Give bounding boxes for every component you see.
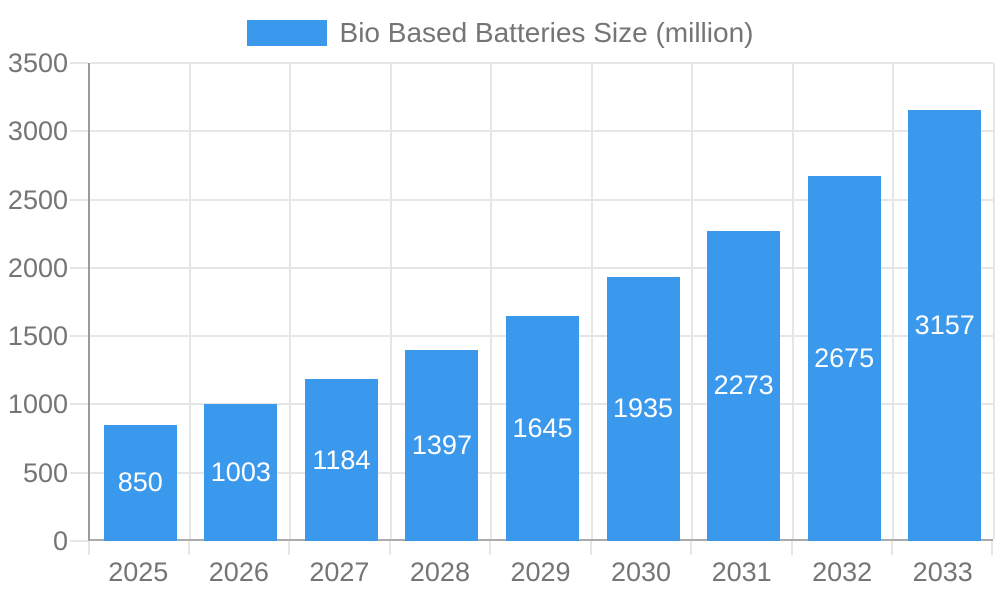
- bar-value-label: 2273: [713, 370, 774, 401]
- x-axis-tick-label: 2030: [611, 557, 672, 587]
- y-axis-tick-label: 3500: [7, 48, 68, 78]
- x-axis-tick-label: 2025: [108, 557, 169, 587]
- bar-2025[interactable]: 850: [103, 424, 177, 541]
- x-axis-tick: [88, 541, 90, 555]
- legend-swatch: [246, 20, 327, 46]
- y-axis-tick: [70, 198, 88, 201]
- gridline-horizontal: [90, 266, 993, 269]
- y-axis-tick: [70, 335, 88, 338]
- x-axis-tick-label: 2026: [208, 557, 269, 587]
- y-axis-tick-label: 500: [22, 457, 68, 488]
- bar-2026[interactable]: 1003: [204, 404, 278, 541]
- bar-2028[interactable]: 1397: [405, 350, 479, 541]
- gridline-vertical: [691, 63, 694, 539]
- x-axis-tick: [790, 541, 793, 555]
- y-axis-tick: [70, 62, 88, 64]
- bar-2030[interactable]: 1935: [606, 276, 680, 541]
- x-axis-tick: [489, 541, 492, 555]
- gridline-vertical: [993, 63, 995, 539]
- x-axis-tick-label: 2031: [711, 557, 772, 587]
- gridline-vertical: [590, 63, 593, 539]
- y-axis-tick-label: 0: [52, 526, 68, 556]
- legend[interactable]: Bio Based Batteries Size (million): [0, 17, 1000, 49]
- x-axis-tick-label: 2027: [309, 557, 370, 587]
- y-axis-tick: [70, 471, 88, 474]
- gridline-vertical: [289, 63, 292, 539]
- bar-value-label: 2675: [814, 342, 875, 373]
- bar-value-label: 3157: [914, 309, 975, 340]
- x-axis-tick: [690, 541, 693, 555]
- y-axis-tick-label: 1500: [7, 321, 68, 352]
- bar-value-label: 1003: [210, 457, 271, 487]
- x-axis-tick-label: 2028: [409, 557, 470, 587]
- gridline-horizontal: [90, 130, 993, 133]
- plot-area: 850 1003 1184 1397 1645 1935 2273 2675 3157: [88, 62, 995, 541]
- bar-value-label: 1935: [613, 393, 674, 424]
- y-axis-tick-label: 2500: [7, 184, 68, 215]
- gridline-horizontal: [90, 62, 993, 64]
- bar-2027[interactable]: 1184: [304, 379, 378, 541]
- gridline-vertical: [892, 63, 895, 539]
- bar-2029[interactable]: 1645: [506, 316, 579, 541]
- x-axis-tick-label: 2029: [510, 557, 571, 587]
- y-axis-tick-label: 1000: [7, 389, 68, 420]
- x-axis-tick: [288, 541, 291, 555]
- y-axis-tick: [70, 403, 88, 406]
- y-axis-tick: [70, 130, 88, 133]
- bar-2032[interactable]: 2675: [807, 175, 881, 541]
- gridline-vertical: [791, 63, 794, 539]
- bar-2033[interactable]: 3157: [908, 109, 982, 541]
- y-axis-tick-label: 2000: [7, 252, 68, 283]
- bar-value-label: 1397: [411, 430, 472, 461]
- x-axis-tick: [991, 541, 993, 555]
- gridline-vertical: [389, 63, 392, 539]
- bar-value-label: 1645: [512, 413, 573, 444]
- bar-value-label: 1184: [312, 444, 371, 475]
- x-axis-tick: [187, 541, 190, 555]
- gridline-horizontal: [90, 198, 993, 201]
- y-axis-tick-label: 3000: [7, 116, 68, 147]
- y-axis-tick: [70, 540, 88, 542]
- x-axis-tick: [891, 541, 894, 555]
- gridline-vertical: [490, 63, 493, 539]
- bar-2031[interactable]: 2273: [707, 230, 781, 541]
- x-axis-tick-label: 2033: [912, 557, 973, 587]
- bar-value-label: 850: [117, 467, 163, 498]
- gridline-vertical: [188, 63, 191, 539]
- x-axis-tick: [388, 541, 391, 555]
- y-axis-tick: [70, 266, 88, 269]
- x-axis-tick-label: 2032: [812, 557, 873, 587]
- x-axis-tick: [589, 541, 592, 555]
- legend-label: Bio Based Batteries Size (million): [339, 17, 754, 48]
